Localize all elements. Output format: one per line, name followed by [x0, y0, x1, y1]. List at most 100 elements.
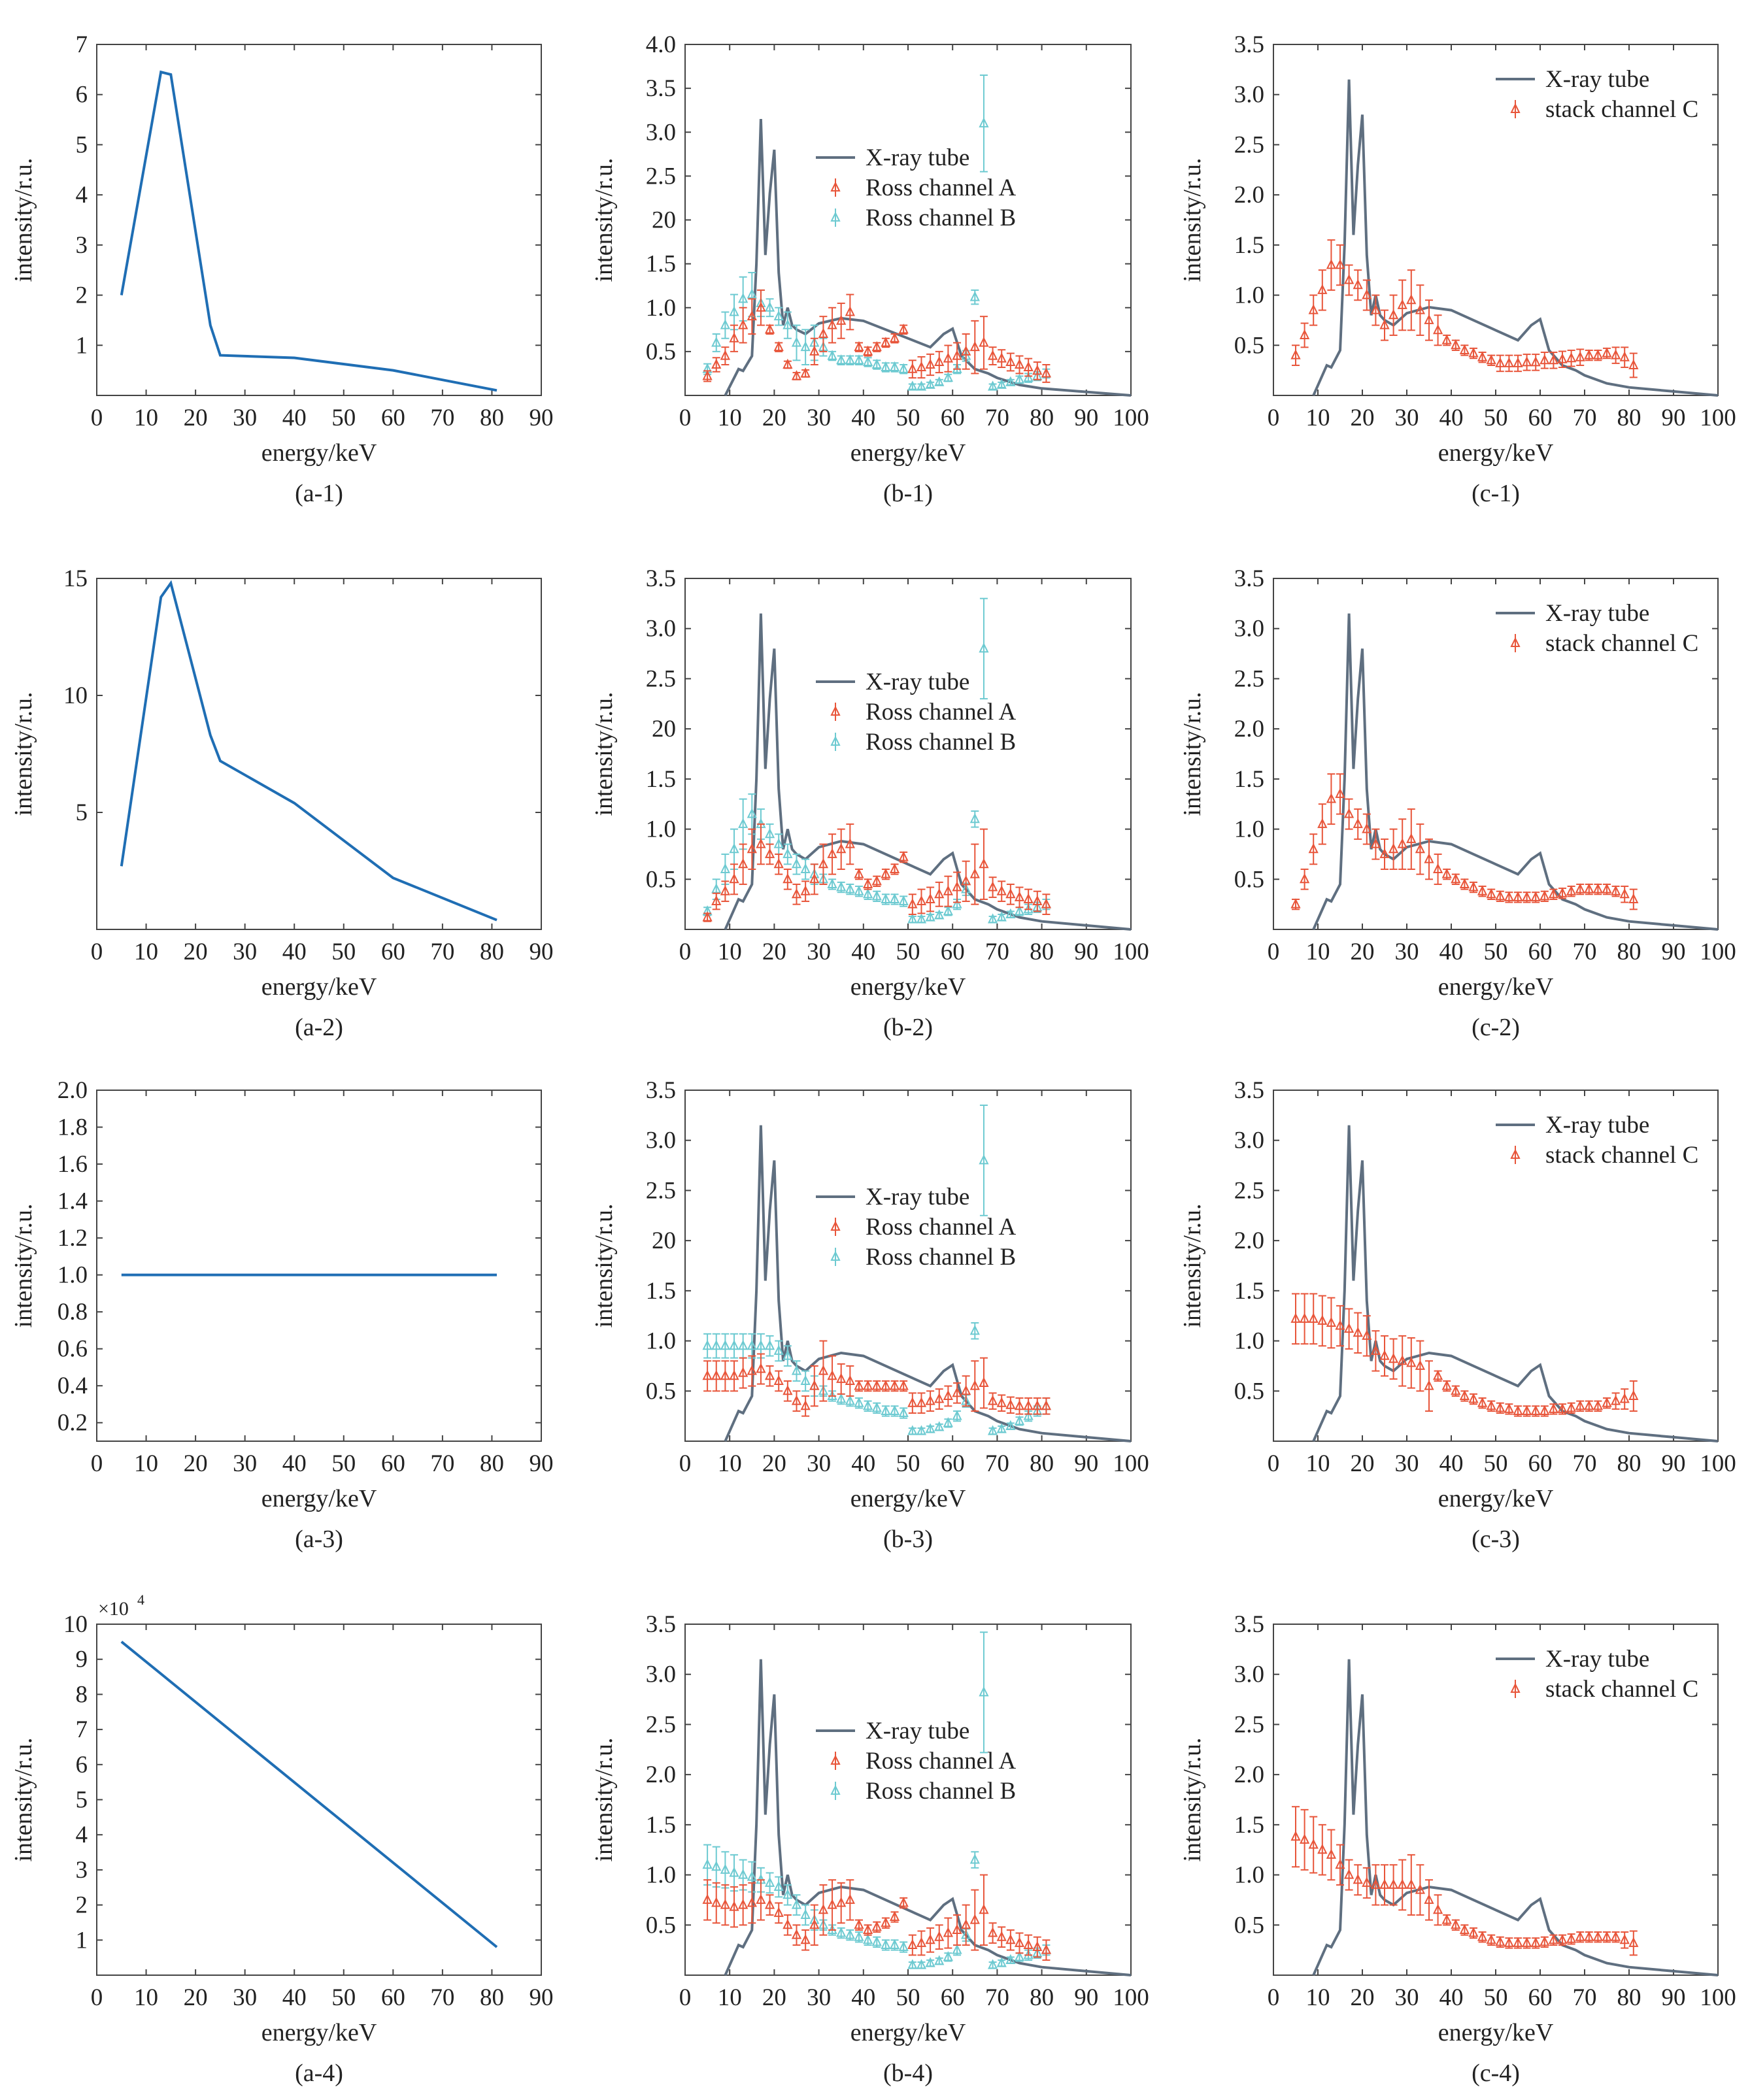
y-tick-label: 6: [76, 1752, 88, 1778]
data-point: [1424, 1893, 1434, 1904]
data-point: [916, 1959, 927, 1969]
x-tick-label: 0: [91, 1450, 103, 1477]
y-tick-label: 15: [63, 565, 88, 592]
data-point: [1557, 353, 1568, 363]
data-point: [764, 1370, 775, 1380]
y-axis-label: intensity/r.u.: [590, 1738, 618, 1862]
data-point: [854, 1397, 864, 1407]
y-tick-label: 0.5: [646, 339, 676, 365]
data-point: [729, 873, 739, 884]
data-point: [1424, 314, 1434, 324]
series-line: [120, 70, 497, 392]
y-tick-label: 3.5: [646, 565, 676, 592]
x-tick-label: 70: [430, 1450, 454, 1477]
data-point: [863, 356, 873, 366]
data-point: [782, 1350, 793, 1360]
data-point: [1566, 885, 1577, 895]
data-point: [1014, 1951, 1025, 1961]
data-point: [1317, 1843, 1328, 1854]
x-tick-label: 10: [718, 939, 742, 965]
x-tick-label: 40: [282, 1984, 307, 2011]
x-tick-label: 90: [1074, 405, 1098, 431]
data-point: [1504, 1403, 1515, 1413]
data-point: [1575, 1400, 1585, 1410]
legend: X-ray tube Ross channel A Ross channel B: [816, 1184, 1016, 1271]
x-tick-label: 30: [1395, 1984, 1419, 2011]
y-tick-label: 3: [76, 1857, 88, 1884]
legend-label: Ross channel A: [866, 1748, 1016, 1775]
data-point: [1540, 1936, 1550, 1946]
data-point: [969, 812, 980, 824]
data-point: [845, 1893, 855, 1904]
data-point: [863, 1924, 873, 1934]
data-point: [1290, 1831, 1301, 1841]
data-point: [934, 1931, 945, 1941]
data-point: [729, 843, 739, 854]
x-tick-label: 20: [184, 1984, 208, 2011]
data-point: [1317, 818, 1328, 828]
series-line: [120, 1641, 498, 1948]
data-point: [1459, 344, 1470, 354]
data-point: [1477, 1931, 1488, 1941]
data-point: [782, 1385, 793, 1395]
data-point: [1299, 873, 1310, 884]
data-point: [1379, 319, 1390, 329]
data-point: [738, 858, 749, 869]
data-point: [773, 838, 784, 848]
data-point: [791, 1899, 802, 1909]
plot-frame: [96, 1090, 542, 1442]
x-tick-label: 10: [134, 1450, 158, 1477]
legend-swatch-marker: [1510, 103, 1521, 113]
x-tick-label: 10: [134, 405, 158, 431]
data-point: [1610, 349, 1621, 359]
x-tick-label: 90: [1074, 1450, 1098, 1477]
data-point: [1441, 1914, 1452, 1924]
data-point: [720, 350, 730, 360]
x-tick-label: 80: [1617, 1450, 1641, 1477]
stack-channel-c-series: [1290, 1806, 1639, 1956]
data-point: [1299, 329, 1310, 339]
data-point: [1432, 1370, 1443, 1380]
data-point: [1308, 1839, 1319, 1849]
data-point: [1041, 1400, 1052, 1410]
data-point: [782, 358, 793, 369]
data-point: [729, 306, 739, 316]
data-point: [1548, 1403, 1559, 1413]
panel-label: (a-4): [295, 2059, 343, 2087]
x-axis-label: energy/keV: [261, 2019, 377, 2046]
y-tick-label: 0.5: [1234, 866, 1264, 893]
y-tick-label: 1: [76, 332, 88, 359]
data-point: [1495, 357, 1506, 367]
y-tick-label: 1.0: [1234, 816, 1264, 843]
data-point: [1530, 1405, 1541, 1415]
data-point: [720, 1340, 730, 1350]
data-point: [898, 363, 909, 373]
data-point: [1379, 848, 1390, 858]
x-tick-label: 20: [184, 405, 208, 431]
data-point: [961, 1385, 971, 1395]
x-tick-label: 30: [807, 405, 831, 431]
legend-label: Ross channel B: [866, 205, 1016, 231]
data-point: [1584, 883, 1594, 893]
x-tick-label: 100: [1700, 1450, 1736, 1477]
data-point: [1406, 833, 1417, 843]
data-point: [756, 1363, 766, 1373]
x-tick-label: 60: [381, 1984, 405, 2011]
data-point: [881, 1380, 891, 1390]
data-point: [987, 1425, 998, 1435]
y-tick-label: 1.0: [1234, 282, 1264, 309]
y-axis-label: intensity/r.u.: [1179, 692, 1206, 816]
data-point: [1406, 294, 1417, 305]
data-point: [979, 117, 989, 127]
data-point: [1415, 1359, 1426, 1370]
data-point: [1628, 893, 1639, 903]
data-point: [996, 911, 1007, 922]
data-point: [1014, 891, 1025, 901]
data-point: [934, 909, 945, 920]
data-point: [943, 1417, 953, 1427]
data-point: [1343, 274, 1355, 284]
series-line: [120, 580, 497, 922]
data-point: [1495, 890, 1506, 901]
data-point: [987, 881, 998, 892]
y-tick-label: 3.0: [1234, 1127, 1264, 1154]
